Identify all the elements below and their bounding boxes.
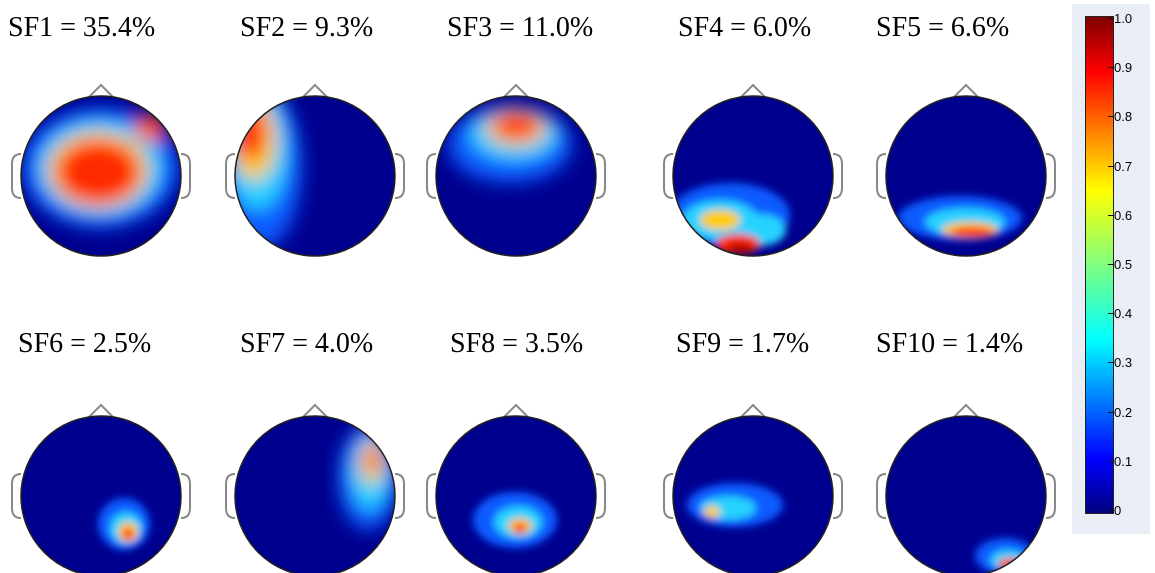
- colorbar-tick-label: 0.5: [1114, 257, 1133, 272]
- colorbar-tick-mark: [1108, 166, 1114, 167]
- ear-right-icon: [832, 473, 843, 519]
- map-label-sf7: SF7 = 4.0%: [240, 328, 374, 359]
- colorbar-tick-label: 0.9: [1114, 60, 1133, 75]
- map-label-sf4: SF4 = 6.0%: [678, 12, 812, 43]
- colorbar-tick-label: 0.6: [1114, 208, 1133, 223]
- colorbar-tick-mark: [1108, 215, 1114, 216]
- colorbar-tick-label: 0.2: [1114, 405, 1133, 420]
- map-label-sf2: SF2 = 9.3%: [240, 12, 374, 43]
- colorbar-tick-label: 0.4: [1114, 306, 1133, 321]
- head-map-sf9: [663, 403, 843, 573]
- map-label-sf6: SF6 = 2.5%: [18, 328, 152, 359]
- ear-right-icon: [394, 473, 405, 519]
- nose-icon: [87, 403, 115, 419]
- nose-icon: [502, 83, 530, 99]
- colorbar-tick-mark: [1108, 313, 1114, 314]
- colorbar-tick-mark: [1108, 18, 1114, 19]
- colorbar-tick-label: 0.8: [1114, 109, 1133, 124]
- nose-icon: [952, 83, 980, 99]
- head-map-sf7: [225, 403, 405, 573]
- colorbar-tick-mark: [1108, 412, 1114, 413]
- head-map-sf5: [876, 83, 1056, 257]
- head-map-sf3: [426, 83, 606, 257]
- ear-left-icon: [663, 153, 674, 199]
- nose-icon: [87, 83, 115, 99]
- ear-left-icon: [876, 473, 887, 519]
- colorbar-tick-label: 0: [1114, 503, 1122, 518]
- map-label-sf10: SF10 = 1.4%: [876, 328, 1024, 359]
- nose-icon: [739, 83, 767, 99]
- ear-left-icon: [225, 473, 236, 519]
- map-label-sf1: SF1 = 35.4%: [8, 12, 156, 43]
- ear-left-icon: [426, 153, 437, 199]
- ear-right-icon: [832, 153, 843, 199]
- map-label-sf3: SF3 = 11.0%: [447, 12, 594, 43]
- nose-icon: [301, 83, 329, 99]
- nose-icon: [739, 403, 767, 419]
- ear-left-icon: [426, 473, 437, 519]
- ear-right-icon: [394, 153, 405, 199]
- head-map-sf4: [663, 83, 843, 257]
- nose-icon: [952, 403, 980, 419]
- ear-right-icon: [1045, 473, 1056, 519]
- ear-right-icon: [595, 153, 606, 199]
- map-label-sf8: SF8 = 3.5%: [450, 328, 584, 359]
- map-label-sf5: SF5 = 6.6%: [876, 12, 1010, 43]
- head-map-sf10: [876, 403, 1056, 573]
- colorbar-tick-mark: [1108, 67, 1114, 68]
- colorbar-tick-label: 1.0: [1114, 11, 1133, 26]
- head-map-sf2: [225, 83, 405, 257]
- map-label-sf9: SF9 = 1.7%: [676, 328, 810, 359]
- colorbar-tick-label: 0.1: [1114, 454, 1133, 469]
- head-map-sf6: [11, 403, 191, 573]
- ear-left-icon: [11, 473, 22, 519]
- colorbar-tick-mark: [1108, 362, 1114, 363]
- ear-right-icon: [180, 473, 191, 519]
- nose-icon: [502, 403, 530, 419]
- head-map-sf8: [426, 403, 606, 573]
- ear-left-icon: [876, 153, 887, 199]
- colorbar-tick-label: 0.7: [1114, 159, 1133, 174]
- ear-right-icon: [595, 473, 606, 519]
- colorbar-tick-mark: [1108, 264, 1114, 265]
- head-map-sf1: [11, 83, 191, 257]
- ear-right-icon: [1045, 153, 1056, 199]
- colorbar: [1085, 16, 1114, 514]
- ear-left-icon: [225, 153, 236, 199]
- ear-left-icon: [11, 153, 22, 199]
- ear-right-icon: [180, 153, 191, 199]
- nose-icon: [301, 403, 329, 419]
- ear-left-icon: [663, 473, 674, 519]
- colorbar-tick-label: 0.3: [1114, 355, 1133, 370]
- colorbar-tick-mark: [1108, 510, 1114, 511]
- colorbar-tick-mark: [1108, 116, 1114, 117]
- colorbar-tick-mark: [1108, 461, 1114, 462]
